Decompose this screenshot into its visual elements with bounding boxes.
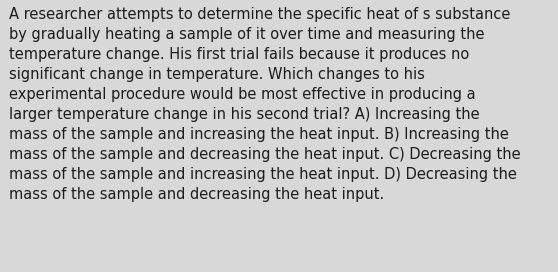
Text: A researcher attempts to determine the specific heat of s substance
by gradually: A researcher attempts to determine the s… (9, 7, 521, 202)
